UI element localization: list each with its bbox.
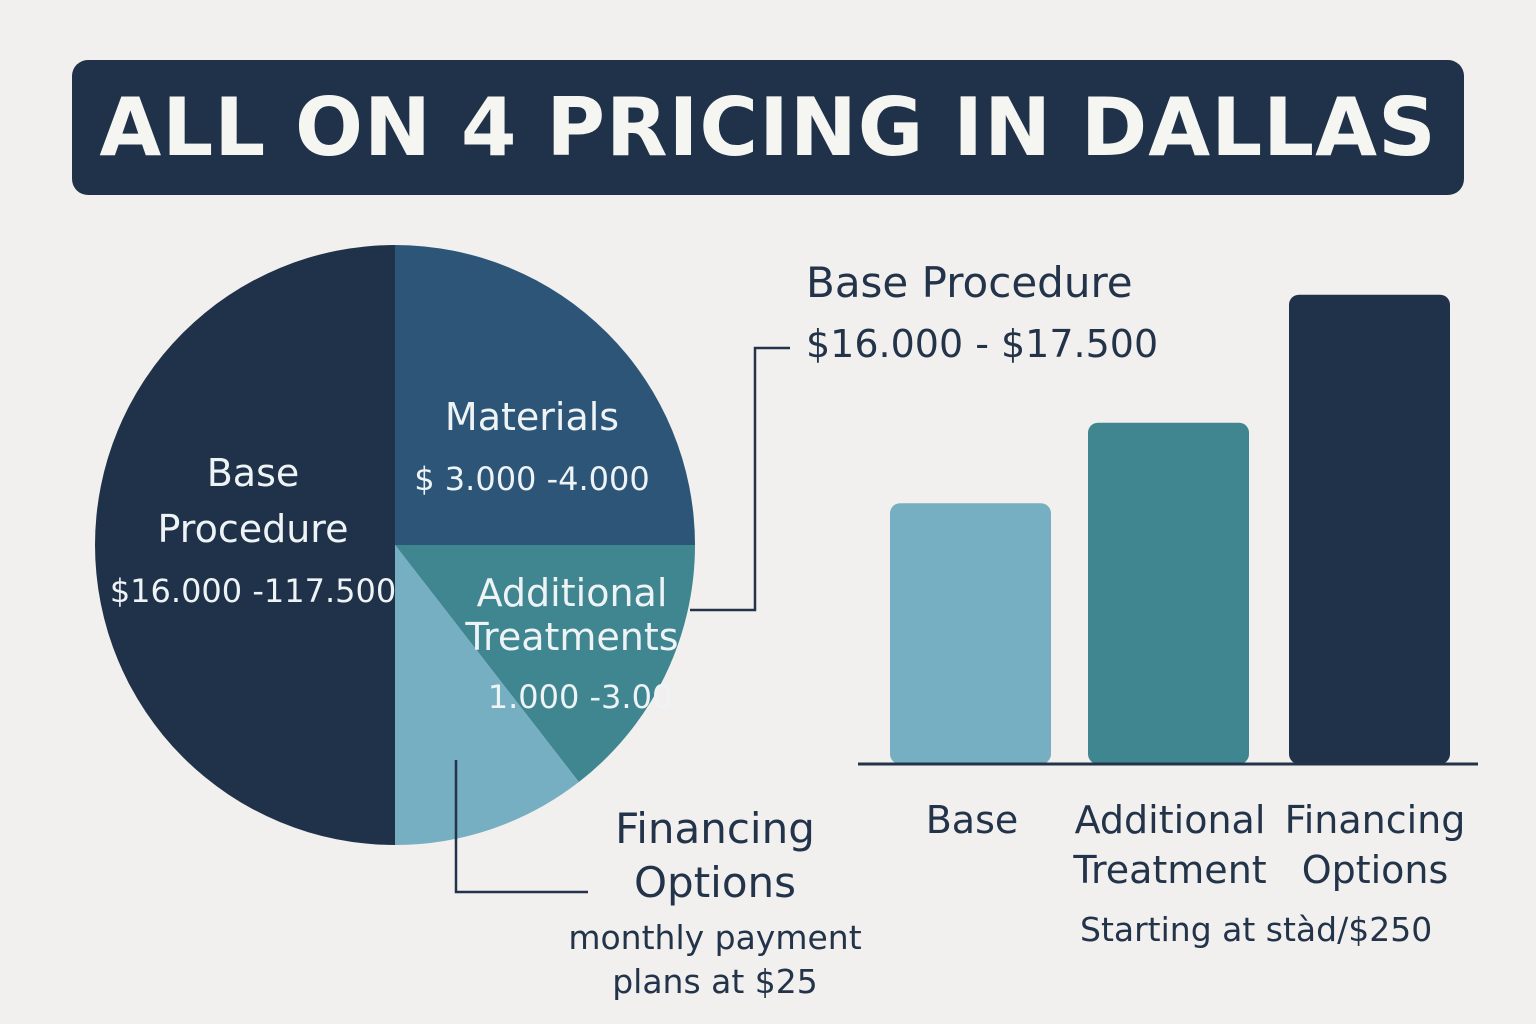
pie-label-additional-treatments-line-2: Treatments — [464, 615, 678, 659]
pie-value-materials: $ 3.000 -4.000 — [414, 460, 649, 498]
financing-connector — [454, 760, 588, 894]
bar-chart-note: Starting at stàd/$250 — [1080, 910, 1433, 949]
financing-callout-title-1: Financing — [615, 804, 815, 853]
financing-callout-sub-1: monthly payment — [568, 918, 862, 957]
bar-category-label-additional: Additional Treatment — [1070, 795, 1270, 895]
pie-slice-materials — [395, 245, 695, 545]
pie-chart — [95, 245, 695, 846]
bar-category-label-additional-line-2: Treatment — [1073, 848, 1267, 892]
title-banner: ALL ON 4 PRICING IN DALLAS — [72, 60, 1464, 195]
callout-connectors — [454, 346, 790, 894]
pie-labels: Base Procedure $16.000 -117.500 Materials $ … — [110, 395, 679, 716]
pie-slice-additional-treatments — [395, 545, 695, 783]
pie-label-materials-line-1: Materials — [445, 395, 619, 439]
base-procedure-callout-value: $16.000 - $17.500 — [806, 322, 1159, 366]
bar-category-label-financing: Financing Options — [1282, 795, 1468, 895]
bar-category-label-base-line-1: Base — [925, 798, 1019, 842]
pie-value-additional-treatments: 1.000 -3.00 — [488, 678, 673, 716]
bar-financing-options — [1289, 294, 1450, 764]
bar-category-label-financing-line-1: Financing — [1284, 798, 1466, 842]
pie-slice-base-procedure — [95, 245, 395, 845]
bar-additional-treatment — [1088, 422, 1249, 764]
financing-callout-sub-2: plans at $25 — [612, 962, 818, 1001]
page-title: ALL ON 4 PRICING IN DALLAS — [99, 81, 1437, 174]
bar-category-label-financing-line-2: Options — [1301, 848, 1449, 892]
financing-callout-title-2: Options — [633, 858, 797, 907]
base-procedure-callout-title: Base Procedure — [806, 258, 1133, 307]
bar-category-label-additional-line-1: Additional — [1074, 798, 1266, 842]
bar-chart — [890, 294, 1450, 764]
base-procedure-connector — [690, 346, 790, 612]
pie-value-base-procedure: $16.000 -117.500 — [110, 572, 396, 610]
financing-callout: Financing Options monthly payment plans … — [560, 802, 870, 1004]
bar-base — [890, 503, 1051, 764]
bar-category-label-base: Base — [892, 795, 1052, 845]
pie-label-base-procedure-line-1: Base — [207, 451, 300, 495]
pie-label-base-procedure-line-2: Procedure — [158, 507, 349, 551]
pie-slice-financing-options — [395, 545, 579, 846]
pie-label-additional-treatments-line-1: Additional — [477, 571, 668, 615]
